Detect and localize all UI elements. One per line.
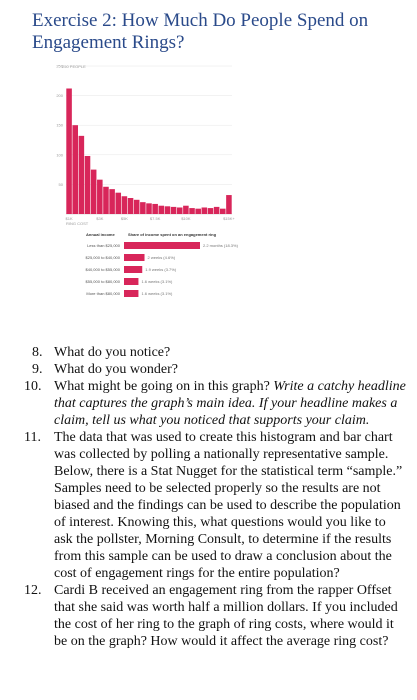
histogram-bar — [109, 189, 115, 214]
histogram-bar — [66, 88, 72, 214]
question-9: 9. What do you wonder? — [32, 362, 179, 377]
y-tick-label: 100 — [56, 152, 63, 157]
histogram-bar — [170, 206, 177, 214]
question-list: 8. What do you notice? 9. What do you wond… — [24, 344, 407, 650]
histogram-bar — [97, 179, 103, 214]
income-header: Annual income — [86, 232, 115, 237]
share-header: Share of income spent on an engagement r… — [128, 232, 217, 237]
histogram-bar — [72, 125, 78, 214]
income-category-label: $55,000 to $80,000 — [86, 279, 121, 284]
histogram-bar — [121, 196, 128, 214]
bar-value-label: 2.2 months (18.3%) — [203, 243, 239, 248]
histogram-bar — [127, 198, 134, 214]
ring-cost-histogram: 250 200 150 100 50 $1K $3K $5K $7.5K $10K $15K+ 2… — [56, 64, 235, 227]
histogram-bar — [84, 155, 91, 214]
question-11: 11. The data that was used to create this… — [24, 430, 403, 581]
income-share-bar — [124, 290, 139, 297]
histogram-bar — [115, 192, 122, 214]
question-8: 8. What do you notice? — [32, 345, 171, 360]
histogram-bar — [201, 207, 208, 214]
y-tick-label: 150 — [56, 123, 63, 128]
income-share-bar — [124, 266, 143, 273]
x-axis-label: RING COST — [66, 221, 89, 226]
histogram-bar — [140, 202, 146, 214]
bar-value-label: 1.6 weeks (3.1%) — [141, 291, 173, 296]
histogram-bar — [176, 207, 183, 214]
income-category-label: Less than $25,000 — [87, 243, 121, 248]
histogram-bar — [213, 206, 220, 214]
y-axis-label: 250 PEOPLE — [62, 64, 86, 69]
bar-value-label: 1.9 weeks (3.7%) — [145, 267, 177, 272]
income-category-label: $40,000 to $55,000 — [86, 267, 121, 272]
x-tick-label: $3K — [96, 216, 103, 221]
income-share-bar — [124, 254, 145, 261]
y-tick-label: 200 — [56, 93, 63, 98]
histogram-bar — [207, 208, 214, 214]
x-tick-label: $1K — [66, 216, 73, 221]
income-category-label: More than $80,000 — [86, 291, 120, 296]
income-share-bar — [124, 278, 139, 285]
question-12: 12. Cardi B received an engagement ring f… — [24, 583, 398, 649]
histogram-bar — [164, 206, 171, 214]
x-tick-label: $15K+ — [223, 216, 235, 221]
income-share-bar — [124, 242, 200, 249]
histogram-bar — [195, 208, 201, 214]
histogram-bar — [152, 203, 158, 214]
histogram-bar — [103, 186, 109, 214]
x-tick-label: $5K — [121, 216, 128, 221]
bar-value-label: 2 weeks (4.6%) — [148, 255, 176, 260]
question-10: 10. What might be going on in this graph?… — [24, 379, 406, 428]
histogram-bar — [90, 169, 97, 214]
histogram-bar — [133, 199, 140, 214]
histogram-bar — [220, 208, 226, 214]
histogram-bar — [158, 205, 165, 214]
bar-value-label: 1.6 weeks (3.1%) — [141, 279, 173, 284]
histogram-bar — [183, 205, 189, 214]
x-tick-label: $10K — [181, 216, 191, 221]
histogram-bar — [189, 208, 195, 214]
x-tick-label: $7.5K — [150, 216, 161, 221]
income-category-label: $25,000 to $40,000 — [86, 255, 121, 260]
histogram-bar — [78, 135, 85, 214]
histogram-bar — [146, 203, 152, 214]
histogram-bar — [226, 195, 232, 214]
income-share-bar-chart: Annual income Share of income spent on a… — [86, 232, 239, 297]
y-tick-label: 50 — [59, 182, 64, 187]
y-tick-label: 250 — [56, 64, 63, 69]
page-title: Exercise 2: How Much Do People Spend on … — [32, 10, 369, 53]
